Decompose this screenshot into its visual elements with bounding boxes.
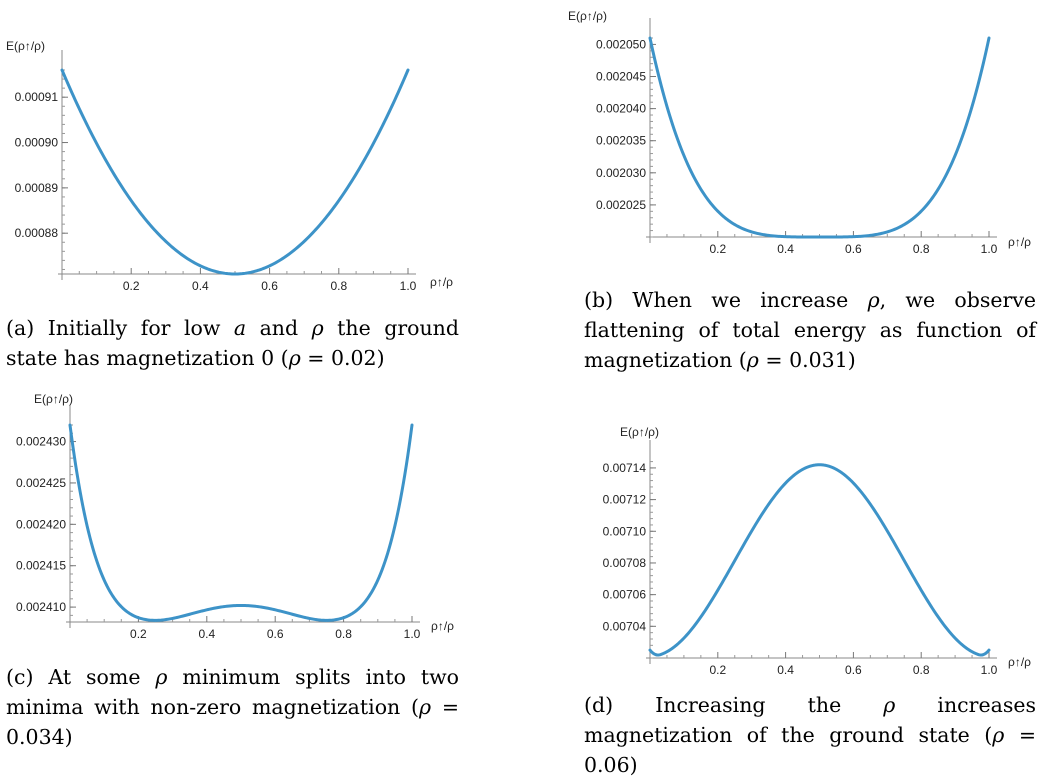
y-tick-label: 0.00714 bbox=[603, 461, 647, 475]
series-line-d bbox=[648, 463, 991, 657]
y-axis-label: E(ρ↑/ρ) bbox=[620, 425, 659, 439]
caption-b: (b) When we increase ρ, we observe flatt… bbox=[584, 288, 1036, 372]
y-tick-label: 0.00706 bbox=[603, 588, 647, 602]
x-tick-label: 0.2 bbox=[123, 279, 140, 293]
chart-c: 0.2 0.4 0.6 0.8 1.0 0.002410 0.002415 0.002420 0… bbox=[16, 392, 454, 641]
x-axis-label: ρ↑/ρ bbox=[431, 619, 454, 633]
y-axis-label: E(ρ↑/ρ) bbox=[568, 9, 607, 23]
y-axis-label: E(ρ↑/ρ) bbox=[6, 39, 45, 53]
y-tick-label: 0.00704 bbox=[603, 619, 647, 633]
y-tick-label: 0.002410 bbox=[16, 600, 66, 614]
x-tick-label: 0.8 bbox=[913, 242, 930, 256]
series-line-c bbox=[68, 423, 414, 622]
y-tick-label: 0.00088 bbox=[15, 226, 59, 240]
caption-c: (c) At some ρ minimum splits into two mi… bbox=[6, 665, 459, 749]
x-axis-label: ρ↑/ρ bbox=[430, 275, 453, 289]
y-tick-label: 0.002025 bbox=[596, 198, 646, 212]
caption-a: (a) Initially for low a and ρ the ground… bbox=[6, 316, 459, 370]
y-tick-label: 0.00710 bbox=[603, 524, 647, 538]
chart-panel-c: 0.2 0.4 0.6 0.8 1.0 0.002410 0.002415 0.002420 0… bbox=[0, 390, 460, 650]
y-tick-label: 0.00712 bbox=[603, 493, 647, 507]
y-tick-label: 0.00090 bbox=[15, 136, 59, 150]
y-tick-label: 0.002045 bbox=[596, 70, 646, 84]
x-tick-label: 1.0 bbox=[981, 663, 998, 677]
y-tick-label: 0.002415 bbox=[16, 559, 66, 573]
x-tick-label: 0.4 bbox=[777, 663, 794, 677]
chart-panel-d: 0.2 0.4 0.6 0.8 1.0 0.00704 0.00706 0.00708 0.00… bbox=[568, 415, 1042, 677]
chart-panel-b: 0.2 0.4 0.6 0.8 1.0 0.002025 0.002030 0.002035 0… bbox=[568, 0, 1042, 280]
x-tick-label: 0.8 bbox=[913, 663, 930, 677]
x-tick-label: 0.4 bbox=[198, 627, 215, 641]
chart-panel-a: 0.2 0.4 0.6 0.8 1.0 0.00088 0.00089 0.00090 0.00… bbox=[0, 0, 460, 300]
x-tick-label: 0.2 bbox=[130, 627, 147, 641]
series-line-b bbox=[648, 36, 991, 239]
x-tick-label: 0.2 bbox=[709, 663, 726, 677]
x-tick-label: 1.0 bbox=[400, 279, 417, 293]
y-tick-label: 0.00708 bbox=[603, 556, 647, 570]
x-tick-label: 0.4 bbox=[192, 279, 209, 293]
x-tick-label: 0.8 bbox=[335, 627, 352, 641]
y-tick-label: 0.002420 bbox=[16, 517, 66, 531]
x-tick-label: 0.8 bbox=[330, 279, 347, 293]
y-tick-label: 0.002425 bbox=[16, 476, 66, 490]
x-tick-label: 0.6 bbox=[261, 279, 278, 293]
x-tick-label: 1.0 bbox=[404, 627, 421, 641]
x-axis-label: ρ↑/ρ bbox=[1008, 655, 1031, 669]
caption-d: (d) Increasing the ρ increases magnetiza… bbox=[584, 693, 1036, 777]
x-tick-label: 0.6 bbox=[267, 627, 284, 641]
x-tick-label: 0.6 bbox=[845, 242, 862, 256]
x-tick-label: 0.4 bbox=[777, 242, 794, 256]
y-tick-label: 0.002035 bbox=[596, 134, 646, 148]
chart-a: 0.2 0.4 0.6 0.8 1.0 0.00088 0.00089 0.00090 0.00… bbox=[6, 39, 453, 293]
x-tick-label: 0.6 bbox=[845, 663, 862, 677]
chart-b: 0.2 0.4 0.6 0.8 1.0 0.002025 0.002030 0.002035 0… bbox=[568, 9, 1031, 256]
x-tick-label: 0.2 bbox=[709, 242, 726, 256]
y-tick-label: 0.002050 bbox=[596, 37, 646, 51]
y-axis-label: E(ρ↑/ρ) bbox=[34, 392, 73, 406]
series-line-a bbox=[60, 68, 410, 276]
y-tick-label: 0.002040 bbox=[596, 102, 646, 116]
y-tick-label: 0.002430 bbox=[16, 435, 66, 449]
y-tick-label: 0.00089 bbox=[15, 181, 59, 195]
y-tick-label: 0.002030 bbox=[596, 166, 646, 180]
y-tick-label: 0.00091 bbox=[15, 90, 59, 104]
x-axis-label: ρ↑/ρ bbox=[1008, 235, 1031, 249]
chart-d: 0.2 0.4 0.6 0.8 1.0 0.00704 0.00706 0.00708 0.00… bbox=[603, 425, 1032, 677]
x-tick-label: 1.0 bbox=[981, 242, 998, 256]
